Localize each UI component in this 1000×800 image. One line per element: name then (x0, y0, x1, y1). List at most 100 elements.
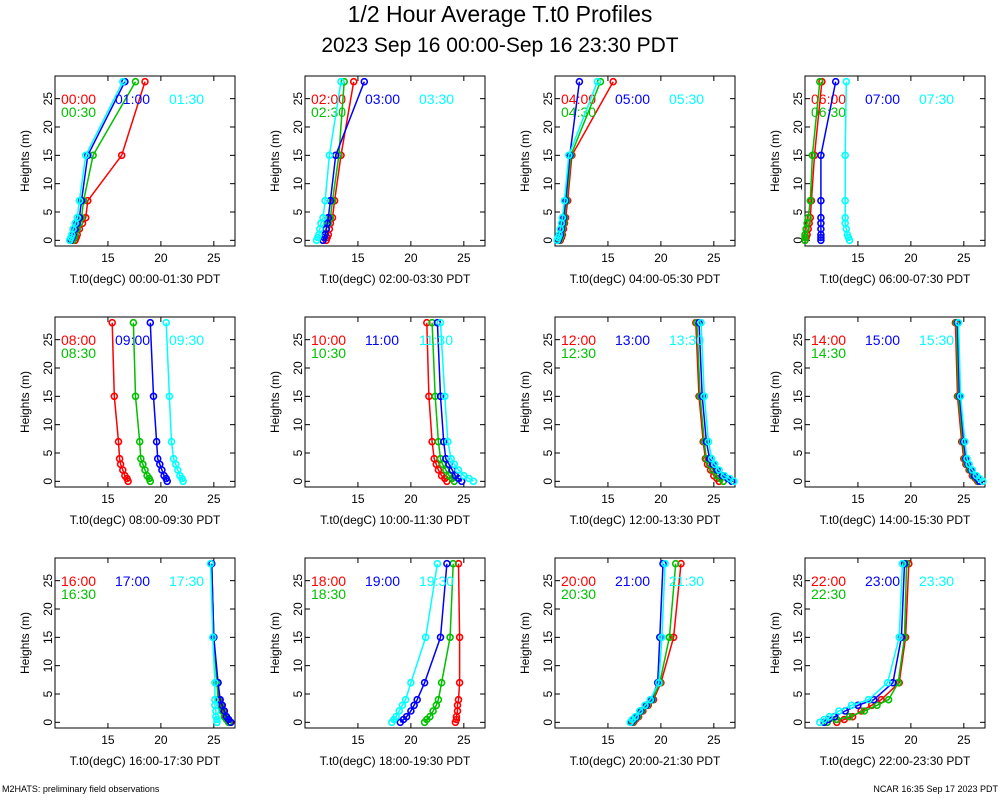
data-point (387, 718, 396, 727)
y-tick-label: 10 (41, 177, 55, 191)
x-tick-label: 25 (707, 251, 721, 265)
data-point (162, 318, 170, 327)
data-point (697, 318, 705, 327)
y-tick-label: 15 (791, 389, 805, 403)
data-point (209, 633, 217, 642)
y-tick-label: 5 (291, 208, 305, 215)
data-point (443, 559, 451, 568)
x-tick-label: 25 (957, 733, 971, 747)
y-tick-label: 25 (541, 574, 555, 588)
y-tick-label: 5 (291, 690, 305, 697)
data-point (146, 477, 155, 486)
x-tick-label: 25 (207, 733, 221, 747)
x-tick-label: 15 (601, 251, 615, 265)
y-tick-label: 5 (41, 690, 55, 697)
data-point (439, 437, 448, 446)
y-tick-label: 10 (41, 418, 55, 432)
x-tick-label: 20 (904, 733, 918, 747)
data-point (455, 633, 464, 642)
y-tick-label: 5 (791, 690, 805, 697)
series-line-23:30 (819, 563, 904, 723)
y-tick-label: 0 (791, 237, 805, 244)
data-point (715, 466, 723, 474)
y-tick-label: 20 (791, 120, 805, 134)
panel-frame (804, 75, 986, 247)
y-tick-label: 0 (791, 478, 805, 485)
data-point (815, 718, 824, 727)
y-axis-label: Heights (m) (768, 612, 782, 674)
x-tick-label: 15 (101, 251, 115, 265)
data-point (401, 695, 410, 704)
y-tick-label: 10 (291, 177, 305, 191)
y-tick-label: 25 (291, 574, 305, 588)
data-point (815, 77, 824, 86)
data-point (206, 559, 215, 568)
data-point (114, 437, 123, 446)
data-point (454, 466, 463, 474)
y-tick-label: 0 (541, 237, 555, 244)
legend-label-00:00: 00:00 (61, 91, 96, 107)
data-point (560, 196, 569, 205)
x-tick-label: 15 (851, 733, 865, 747)
data-point (671, 559, 680, 568)
y-axis-label: Heights (m) (18, 371, 32, 433)
y-tick-label: 20 (41, 602, 55, 616)
data-point (446, 633, 454, 642)
data-point (117, 151, 126, 160)
y-tick-label: 20 (791, 361, 805, 375)
legend-label-12:30: 12:30 (561, 345, 596, 361)
data-point (337, 77, 345, 86)
data-point (433, 318, 442, 327)
y-axis-label: Heights (m) (518, 612, 532, 674)
data-point (895, 633, 904, 642)
legend-label-20:00: 20:00 (561, 573, 596, 589)
x-tick-label: 15 (851, 251, 865, 265)
x-tick-label: 25 (957, 492, 971, 506)
x-tick-label: 20 (654, 492, 668, 506)
y-axis-label: Heights (m) (268, 130, 282, 192)
data-point (349, 77, 358, 86)
legend-label-09:00: 09:00 (115, 332, 150, 348)
x-axis-label: T.t0(degC) 04:00-05:30 PDT (570, 272, 721, 286)
legend-label-07:00: 07:00 (865, 91, 900, 107)
legend-label-22:30: 22:30 (811, 586, 846, 602)
x-tick-label: 25 (207, 492, 221, 506)
series-line-03:00 (322, 81, 365, 241)
y-tick-label: 5 (541, 690, 555, 697)
y-tick-label: 5 (41, 208, 55, 215)
x-tick-label: 15 (601, 733, 615, 747)
data-point (149, 392, 158, 401)
y-tick-label: 25 (291, 92, 305, 106)
panel-frame (54, 316, 236, 488)
legend-label-19:30: 19:30 (419, 573, 454, 589)
data-point (141, 77, 149, 86)
data-point (66, 236, 74, 245)
y-tick-label: 25 (791, 574, 805, 588)
data-point (447, 454, 455, 463)
data-point (213, 715, 221, 724)
footer-right: NCAR 16:35 Sep 17 2023 PDT (873, 784, 998, 794)
y-tick-label: 10 (541, 177, 555, 191)
y-tick-label: 5 (541, 449, 555, 456)
y-tick-label: 20 (41, 361, 55, 375)
data-point (410, 701, 418, 710)
y-tick-label: 5 (291, 449, 305, 456)
legend-label-11:30: 11:30 (419, 332, 453, 348)
data-point (801, 233, 809, 242)
data-point (119, 77, 127, 86)
y-tick-label: 0 (41, 719, 55, 726)
data-point (108, 318, 116, 327)
legend-label-00:30: 00:30 (61, 104, 96, 120)
legend-label-04:00: 04:00 (561, 91, 596, 107)
y-tick-label: 10 (541, 659, 555, 673)
data-point (801, 236, 809, 245)
legend-label-09:30: 09:30 (169, 332, 204, 348)
data-point (884, 695, 893, 704)
y-tick-label: 25 (791, 333, 805, 347)
y-axis-label: Heights (m) (518, 371, 532, 433)
data-point (432, 701, 441, 710)
data-point (845, 236, 854, 245)
data-point (700, 392, 709, 401)
legend-label-02:30: 02:30 (311, 104, 346, 120)
